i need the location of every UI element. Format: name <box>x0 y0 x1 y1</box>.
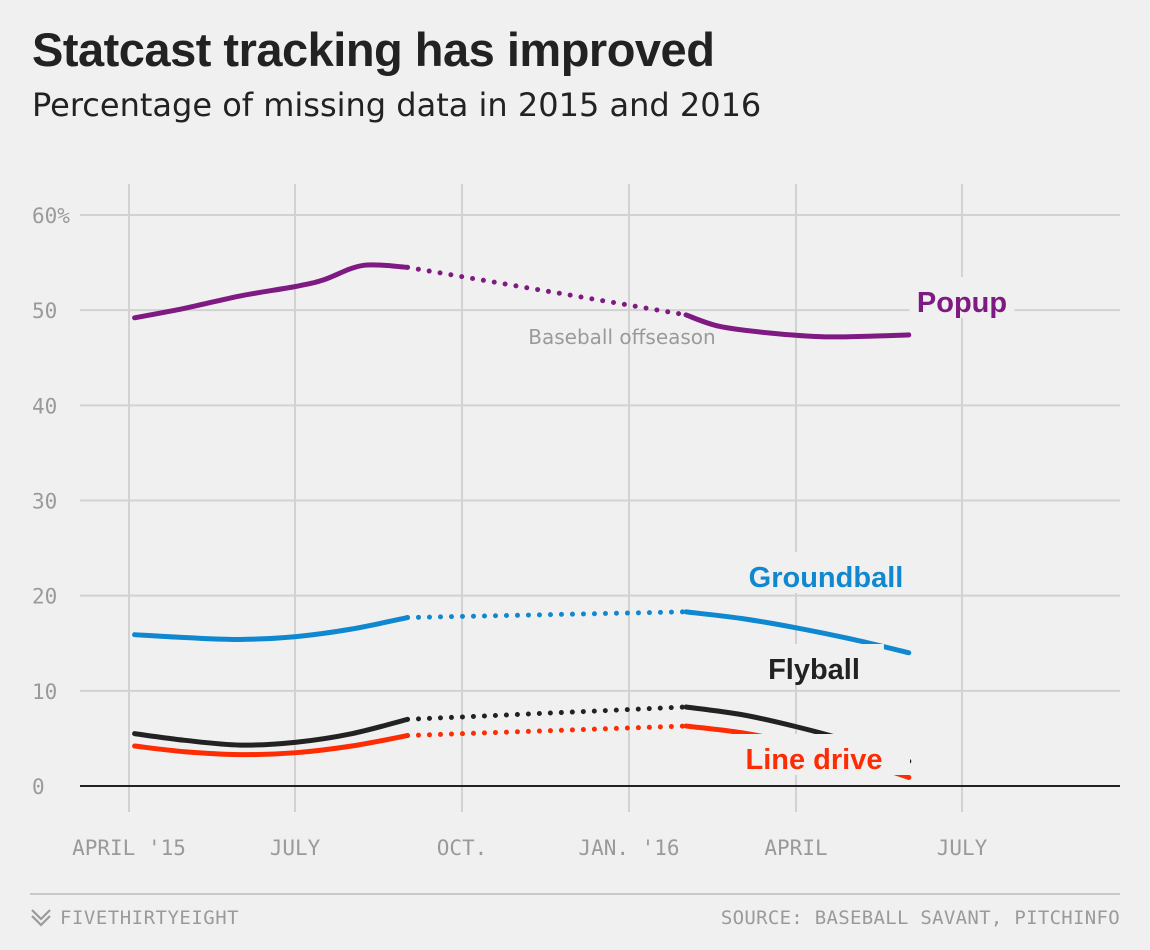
y-tick-label: 30 <box>32 490 57 514</box>
x-tick-label: OCT. <box>437 836 488 860</box>
flyball-line-offseason <box>405 704 689 722</box>
y-axis-ticks: 0 10 20 30 40 50 60% <box>32 204 70 799</box>
series-lines <box>132 262 912 780</box>
groundball-label: Groundball <box>749 562 904 594</box>
popup-line-2016 <box>683 312 912 340</box>
popup-label: Popup <box>917 287 1007 319</box>
footer-divider <box>30 893 1120 895</box>
y-tick-label: 0 <box>32 775 45 799</box>
x-tick-label: JULY <box>937 836 988 860</box>
y-tick-label: 60% <box>32 204 70 228</box>
y-tick-label: 10 <box>32 680 57 704</box>
line-drive-line-2015 <box>132 733 410 758</box>
x-tick-label: JULY <box>270 836 321 860</box>
popup-label-background <box>909 277 1015 318</box>
line-drive-label-background <box>718 734 910 775</box>
y-tick-label: 40 <box>32 394 57 418</box>
annotations: Baseball offseason <box>528 325 715 349</box>
x-tick-label: APRIL <box>764 836 827 860</box>
chart-title: Statcast tracking has improved <box>32 23 715 76</box>
popup-line-2015 <box>132 262 410 321</box>
series-labels: Popup Groundball Flyball Line drive <box>718 277 1015 776</box>
source-credit: SOURCE: BASEBALL SAVANT, PITCHINFO <box>720 907 1120 929</box>
flyball-label-background <box>744 644 884 685</box>
line-drive-label: Line drive <box>746 744 883 776</box>
brand-name: FIVETHIRTYEIGHT <box>60 907 240 929</box>
x-tick-label: APRIL '15 <box>72 836 186 860</box>
x-axis-ticks: APRIL '15 JULY OCT. JAN. '16 APRIL JULY <box>72 836 988 860</box>
line-chart: 0 10 20 30 40 50 60% APRIL '15 JULY OCT. JAN. '16… <box>32 184 1120 860</box>
chart-subtitle: Percentage of missing data in 2015 and 2… <box>32 86 762 124</box>
y-tick-label: 50 <box>32 299 57 323</box>
line-drive-line-offseason <box>405 723 689 739</box>
y-tick-label: 20 <box>32 585 57 609</box>
groundball-line-2016 <box>683 609 912 656</box>
offseason-annotation: Baseball offseason <box>528 325 715 349</box>
flyball-label: Flyball <box>768 654 860 686</box>
flyball-line-2015 <box>132 716 410 748</box>
brand: FIVETHIRTYEIGHT <box>30 907 239 929</box>
groundball-label-background <box>730 552 922 593</box>
x-tick-label: JAN. '16 <box>578 836 679 860</box>
groundball-line-2015 <box>132 615 410 642</box>
fivethirtyeight-logo-icon <box>31 909 51 927</box>
groundball-line-offseason <box>405 609 689 621</box>
popup-line-offseason <box>405 264 689 318</box>
